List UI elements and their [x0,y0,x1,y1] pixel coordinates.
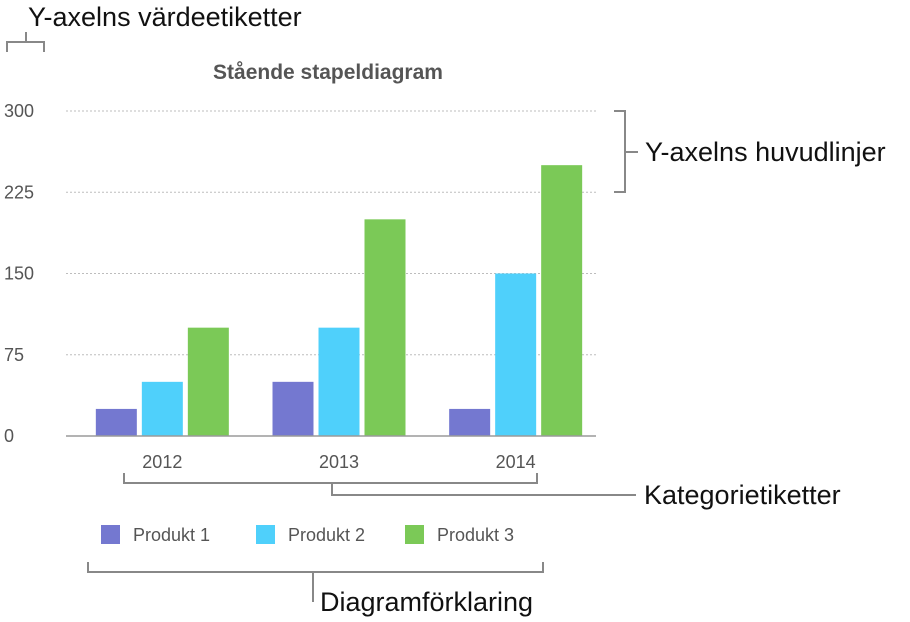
legend-label: Produkt 1 [133,525,210,545]
y-tick-labels: 0 75 150 225 300 [4,101,34,446]
y-value-labels-annotation: Y-axelns värdeetiketter [6,2,302,52]
y-gridlines-annotation: Y-axelns huvudlinjer [614,110,886,193]
legend-caption: Diagramförklaring [320,587,533,617]
x-tick-labels: 2012 2013 2014 [142,452,535,472]
y-gridlines-bracket [614,110,626,193]
x-tick-label: 2013 [319,452,359,472]
y-value-labels-caption: Y-axelns värdeetiketter [28,2,302,32]
category-labels-bracket [123,473,538,484]
x-tick-label: 2014 [496,452,536,472]
bar-2014-produkt-2 [495,273,537,436]
legend-swatch [101,525,120,544]
bars [95,165,583,436]
bar-2013-produkt-1 [272,381,314,436]
bar-2012-produkt-1 [95,408,137,436]
y-tick-label: 0 [4,426,14,446]
y-tick-label: 225 [4,182,34,202]
y-tick-label: 75 [4,345,24,365]
legend-swatch [405,525,424,544]
legend-annotation: Diagramförklaring [87,562,544,617]
x-tick-label: 2012 [142,452,182,472]
category-labels-caption: Kategorietiketter [644,480,841,510]
legend-bracket [87,562,544,573]
legend-swatch [256,525,275,544]
bar-2014-produkt-3 [541,165,583,436]
y-tick-label: 150 [4,264,34,284]
legend-label: Produkt 2 [288,525,365,545]
legend-label: Produkt 3 [437,525,514,545]
bar-2013-produkt-2 [318,327,360,436]
y-tick-label: 300 [4,101,34,121]
category-labels-leader [331,483,636,496]
y-gridlines-caption: Y-axelns huvudlinjer [645,137,886,167]
bar-2013-produkt-3 [364,219,406,436]
legend: Produkt 1 Produkt 2 Produkt 3 [101,525,514,545]
bar-2012-produkt-2 [141,381,183,436]
bar-2012-produkt-3 [187,327,229,436]
category-labels-annotation: Kategorietiketter [123,473,841,510]
chart-title: Stående stapeldiagram [213,61,443,84]
bar-2014-produkt-1 [449,408,491,436]
y-value-labels-bracket [6,41,45,52]
